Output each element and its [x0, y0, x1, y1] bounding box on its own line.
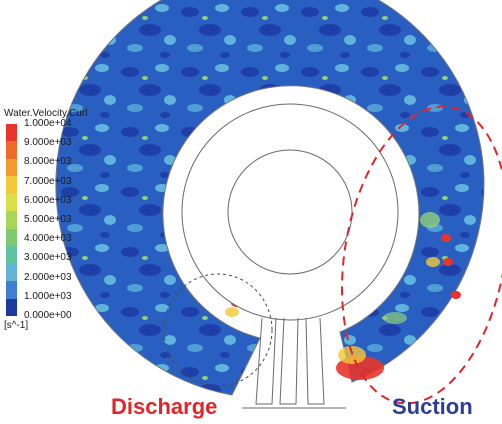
discharge-label: Discharge — [111, 394, 218, 419]
legend-swatch — [6, 281, 17, 299]
legend-swatch — [6, 211, 17, 229]
legend-swatch — [6, 246, 17, 264]
legend-swatch — [6, 141, 17, 159]
impeller-blades — [242, 317, 346, 409]
legend-swatch — [6, 298, 17, 316]
legend-tick-label: 6.000e+03 — [24, 194, 72, 206]
legend-tick-label: 1.000e+04 — [24, 118, 72, 129]
legend-swatch — [6, 263, 17, 282]
legend-swatch — [6, 176, 17, 194]
legend-tick-label: 7.000e+03 — [24, 175, 72, 187]
legend-tick-label: 4.000e+03 — [24, 233, 72, 245]
suction-region-outline — [341, 105, 502, 405]
suction-label: Suction — [392, 394, 473, 419]
impeller-hub — [181, 103, 399, 321]
legend-swatch — [6, 158, 17, 177]
discharge-region-outline — [163, 273, 273, 387]
legend-swatch — [6, 193, 17, 212]
legend-title: Water.Velocity.Curl — [4, 108, 88, 119]
legend-tick-label: 1.000e+03 — [24, 290, 72, 302]
legend-tick-label: 3.000e+03 — [24, 252, 72, 264]
legend-tick-label: 5.000e+03 — [24, 214, 72, 225]
legend-tick-label: 9.000e+03 — [24, 137, 72, 149]
legend-tick-label: 8.000e+03 — [24, 156, 72, 168]
legend-color-bar — [6, 124, 17, 316]
legend-swatch — [6, 228, 17, 247]
legend-tick-label: 0.000e+00 — [24, 310, 72, 321]
legend-swatch — [6, 124, 17, 142]
legend-unit: [s^-1] — [4, 320, 29, 331]
legend-tick-label: 2.000e+03 — [24, 271, 72, 283]
